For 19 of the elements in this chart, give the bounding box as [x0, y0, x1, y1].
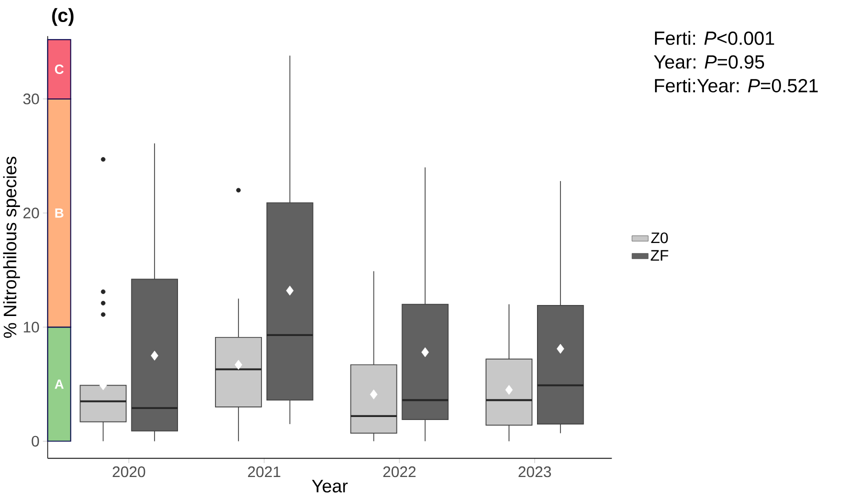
y-tick-label: 0: [32, 436, 39, 447]
legend-label: ZF: [650, 250, 668, 261]
y-tick-label: 20: [23, 208, 39, 219]
x-tick-label: 2022: [383, 466, 416, 478]
band-label: B: [55, 208, 64, 218]
y-axis-title: % Nitrophilous species: [3, 156, 20, 338]
text: Ferti:Year: P=0.521: [655, 78, 818, 93]
y-tick-label: 10: [24, 322, 39, 333]
y-tick-label: 30: [23, 94, 39, 104]
band-label: C: [54, 64, 64, 74]
x-tick-label: 2023: [518, 466, 551, 478]
x-tick-label: 2021: [248, 466, 280, 478]
legend-label: Z0: [651, 232, 668, 244]
x-tick-label: 2020: [112, 466, 146, 478]
text: (c): [52, 8, 74, 26]
x-axis-title: Year: [312, 480, 348, 493]
band-label: A: [54, 380, 64, 389]
text: Year: P=0.95: [654, 55, 764, 69]
text: Ferti: P<0.001: [655, 31, 774, 46]
